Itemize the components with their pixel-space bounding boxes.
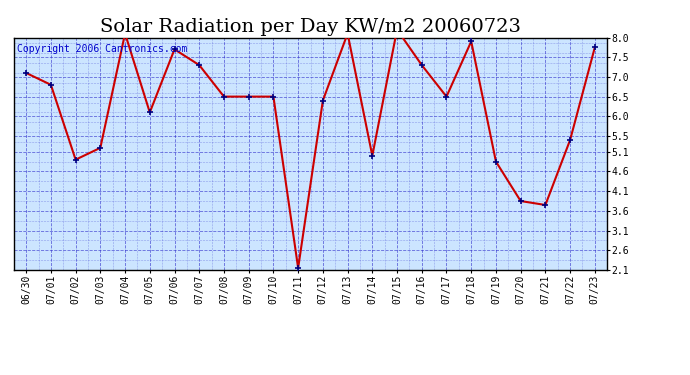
- Title: Solar Radiation per Day KW/m2 20060723: Solar Radiation per Day KW/m2 20060723: [100, 18, 521, 36]
- Text: Copyright 2006 Cantronics.com: Copyright 2006 Cantronics.com: [17, 45, 187, 54]
